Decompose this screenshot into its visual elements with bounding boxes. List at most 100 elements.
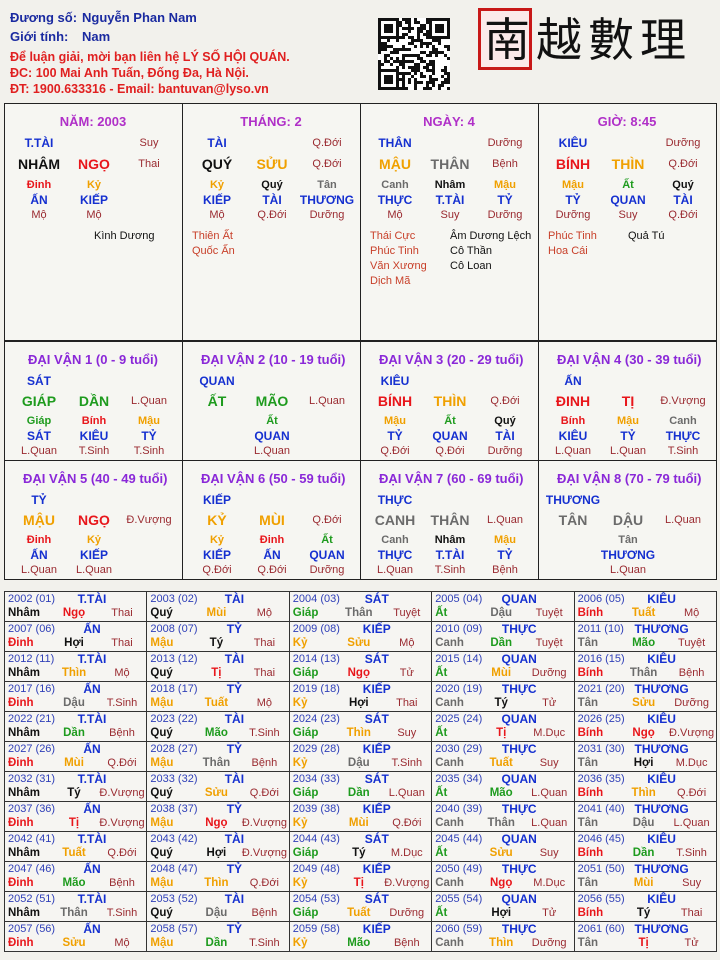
qr-module: [408, 18, 411, 21]
star: Thiên Ất: [192, 230, 233, 242]
ten-god: SÁT: [364, 712, 389, 726]
qr-module: [432, 69, 435, 72]
branch: Thân: [629, 667, 658, 679]
qr-module: [378, 42, 381, 45]
stem: Bính: [577, 727, 604, 739]
qr-module: [378, 66, 381, 69]
qr-module: [420, 45, 423, 48]
ten-god: QUAN: [199, 374, 235, 388]
stem: Nhâm: [8, 787, 40, 799]
contact: ĐC: 100 Mai Anh Tuấn, Đống Đa, Hà Nội.: [10, 66, 249, 80]
year-cell: [4, 771, 148, 802]
stage: Thai: [111, 607, 133, 619]
hidden-god: THỰC: [665, 429, 701, 443]
qr-module: [429, 87, 432, 90]
year: 2056 (55): [577, 893, 625, 905]
qr-module: [384, 48, 387, 51]
seal: [478, 8, 532, 70]
qr-module: [429, 78, 432, 81]
hidden-god: TỶ: [565, 193, 581, 207]
qr-module: [417, 27, 420, 30]
stage: Mộ: [256, 607, 273, 619]
qr-module: [378, 48, 381, 51]
year: 2058 (57): [150, 923, 198, 935]
stage: Tuyệt: [535, 637, 563, 649]
branch: Sửu: [489, 847, 513, 859]
qr-module: [387, 39, 390, 42]
qr-module: [384, 60, 387, 63]
ten-god: TỶ: [226, 802, 243, 816]
hidden-stem: Bính: [560, 415, 586, 427]
qr-module: [408, 66, 411, 69]
qr-module: [408, 21, 411, 24]
qr-module: [429, 60, 432, 63]
title: ĐẠI VẬN 3 (20 - 29 tuổi): [379, 352, 524, 367]
stage: Dưỡng: [389, 907, 425, 919]
hidden-stem: Kỷ: [209, 179, 225, 191]
stem: Giáp: [292, 907, 319, 919]
hidden-stem: Ất: [444, 415, 456, 427]
qr-module: [399, 78, 402, 81]
stage: Mộ: [683, 607, 700, 619]
stage: L.Quan: [664, 514, 702, 526]
gender: Nam: [82, 29, 111, 44]
year-cell: [573, 921, 717, 952]
qr-module: [399, 63, 402, 66]
stage: Tuyệt: [535, 607, 563, 619]
qr-module: [426, 81, 429, 84]
qr-module: [423, 42, 426, 45]
qr-module: [423, 66, 426, 69]
stem: KỶ: [207, 512, 227, 528]
qr-module: [432, 84, 435, 87]
ten-god: KIÊU: [647, 712, 676, 726]
hidden-stage: L.Quan: [253, 445, 291, 457]
qr-module: [402, 45, 405, 48]
stage: T.Sinh: [249, 937, 280, 949]
ten-god: ẤN: [83, 862, 101, 876]
year: 2048 (47): [150, 863, 198, 875]
stage: T.Sinh: [249, 727, 280, 739]
qr-module: [378, 51, 381, 54]
year: 2047 (46): [8, 863, 56, 875]
title: ĐẠI VẬN 1 (0 - 9 tuổi): [27, 352, 158, 367]
year: 2029 (28): [292, 743, 340, 755]
branch: SỬU: [256, 156, 288, 172]
hidden-god: ẤN: [30, 548, 48, 562]
stage: Suy: [539, 757, 559, 769]
qr-module: [396, 48, 399, 51]
hidden-stem: Kỷ: [86, 179, 102, 191]
branch: Ngọ: [632, 727, 655, 739]
stage: Thai: [111, 637, 133, 649]
stem: Bính: [577, 847, 604, 859]
pillar: [360, 103, 539, 341]
qr-module: [414, 87, 417, 90]
year-cell: [288, 891, 433, 922]
title: ĐẠI VẬN 2 (10 - 19 tuổi): [201, 352, 346, 367]
hidden-stage: L.Quan: [20, 445, 58, 457]
stage: L.Quan: [673, 817, 710, 829]
name: Nguyễn Phan Nam: [82, 10, 197, 25]
qr-module: [384, 24, 393, 33]
ten-god: KIÊU: [558, 136, 588, 150]
stem: Mậu: [150, 877, 174, 889]
qr-module: [399, 36, 402, 39]
qr-module: [387, 45, 390, 48]
qr-module: [444, 69, 447, 72]
year: 2009 (08): [292, 623, 340, 635]
branch: DẬU: [612, 512, 644, 528]
qr-module: [420, 30, 423, 33]
hidden-god: TỶ: [620, 429, 636, 443]
stage: Đ.Vượng: [669, 727, 715, 739]
stem: Tân: [577, 637, 599, 649]
qr-module: [435, 54, 438, 57]
qr-code: [378, 18, 450, 90]
qr-module: [414, 63, 417, 66]
branch: Dậu: [63, 697, 85, 709]
year-cell: [431, 651, 575, 682]
hidden-stem: Đinh: [26, 534, 52, 546]
ten-god: KIẾP: [362, 862, 391, 876]
hidden-stem: Mậu: [494, 179, 516, 191]
year: 2013 (12): [150, 653, 198, 665]
ten-god: TÀI: [224, 832, 245, 846]
